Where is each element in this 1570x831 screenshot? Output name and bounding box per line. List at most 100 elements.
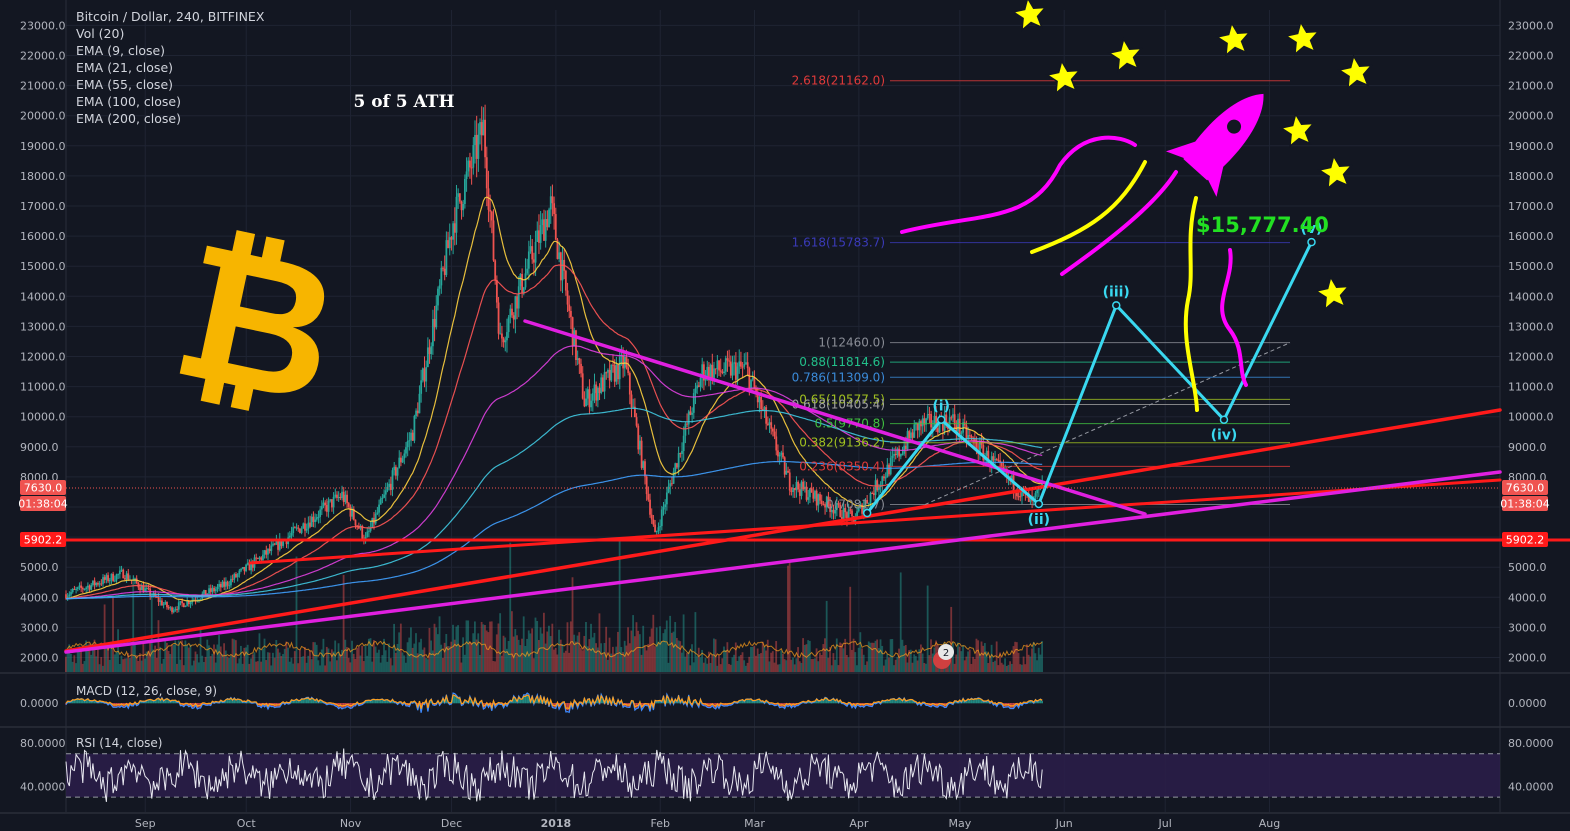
volume-bar bbox=[782, 653, 784, 672]
macd-histogram-bar bbox=[88, 701, 91, 704]
y-tick-label: 20000.0 bbox=[20, 110, 66, 123]
rsi-band-fill bbox=[66, 753, 1500, 798]
candle-body bbox=[768, 422, 771, 425]
indicator-label[interactable]: EMA (9, close) bbox=[76, 43, 166, 58]
candle-body bbox=[187, 600, 190, 605]
volume-bar bbox=[154, 645, 157, 672]
indicator-label[interactable]: EMA (55, close) bbox=[76, 77, 174, 92]
volume-bar bbox=[398, 632, 401, 672]
volume-bar bbox=[686, 653, 688, 672]
indicator-label[interactable]: EMA (200, close) bbox=[76, 111, 181, 126]
candle-body bbox=[876, 480, 879, 491]
candle-body bbox=[590, 400, 593, 408]
volume-bar bbox=[526, 638, 528, 672]
volume-bar bbox=[122, 659, 125, 672]
volume-bar bbox=[546, 631, 549, 672]
volume-bar bbox=[792, 657, 794, 672]
volume-bar bbox=[120, 655, 123, 672]
candle-body bbox=[743, 364, 746, 367]
candle-body bbox=[637, 425, 640, 450]
candle-body bbox=[772, 428, 774, 432]
candle-body bbox=[351, 508, 354, 517]
macd-histogram-bar bbox=[100, 702, 103, 704]
volume-bar bbox=[366, 655, 369, 672]
volume-bar bbox=[999, 652, 1001, 672]
indicator-label[interactable]: EMA (100, close) bbox=[76, 94, 181, 109]
volume-bar bbox=[797, 647, 799, 672]
candle-body bbox=[246, 562, 249, 565]
candle-body bbox=[90, 584, 93, 590]
candle-body bbox=[484, 119, 486, 158]
candle-body bbox=[814, 490, 816, 499]
candle-body bbox=[527, 251, 530, 269]
volume-bar bbox=[76, 648, 79, 672]
candle-body bbox=[566, 290, 569, 305]
volume-bar bbox=[160, 663, 163, 672]
candle-body bbox=[682, 435, 685, 451]
macd-histogram-bar bbox=[980, 700, 983, 704]
volume-bar bbox=[352, 653, 355, 672]
candle-body bbox=[415, 410, 417, 416]
volume-bar bbox=[347, 657, 350, 672]
candle-body bbox=[999, 460, 1002, 463]
candle-body bbox=[208, 588, 210, 594]
candle-body bbox=[665, 492, 668, 505]
candle-body bbox=[127, 573, 130, 580]
candle-body bbox=[687, 411, 690, 425]
volume-bar bbox=[808, 640, 811, 672]
candle-body bbox=[761, 409, 764, 411]
volume-bar bbox=[845, 654, 848, 672]
volume-bar bbox=[100, 657, 103, 672]
candle-body bbox=[209, 588, 212, 592]
rsi-band bbox=[66, 753, 1500, 798]
volume-bar bbox=[776, 664, 779, 672]
candle-body bbox=[745, 362, 747, 365]
candle-body bbox=[453, 223, 456, 233]
candle-body bbox=[516, 296, 518, 309]
alert-flag-icon[interactable]: 2 bbox=[933, 644, 954, 669]
candle-body bbox=[679, 453, 682, 455]
volume-bar bbox=[371, 661, 374, 672]
indicator-label[interactable]: Vol (20) bbox=[76, 26, 125, 41]
indicator-label[interactable]: EMA (21, close) bbox=[76, 60, 174, 75]
candle-body bbox=[650, 514, 653, 520]
volume-bar bbox=[216, 644, 219, 672]
volume-bar bbox=[610, 653, 613, 672]
volume-bar bbox=[266, 652, 269, 672]
candle-body bbox=[886, 464, 889, 478]
volume-bar bbox=[1024, 664, 1027, 672]
macd-histogram-bar bbox=[566, 703, 569, 711]
candle-body bbox=[241, 567, 244, 569]
volume-bar bbox=[1009, 661, 1012, 672]
volume-bar bbox=[229, 655, 232, 672]
volume-bar bbox=[319, 665, 321, 672]
candle-body bbox=[849, 509, 852, 511]
volume-bar bbox=[416, 653, 419, 672]
candle-body bbox=[83, 589, 86, 591]
volume-bar bbox=[1005, 665, 1008, 672]
volume-bar bbox=[167, 651, 170, 672]
candle-body bbox=[204, 590, 207, 596]
volume-bar bbox=[233, 639, 236, 672]
candle-body bbox=[125, 573, 128, 580]
candle-body bbox=[366, 531, 369, 537]
candle-body bbox=[504, 340, 507, 343]
macd-histogram-bar bbox=[172, 701, 175, 704]
macd-histogram-bar bbox=[208, 703, 210, 705]
y-tick-label: 16000.0 bbox=[1508, 230, 1554, 243]
rocket-fin bbox=[1206, 161, 1225, 197]
candle-body bbox=[149, 588, 152, 597]
macd-histogram-bar bbox=[819, 701, 821, 704]
volume-bar bbox=[768, 661, 771, 672]
candle-body bbox=[221, 581, 224, 588]
candle-body bbox=[800, 481, 803, 496]
volume-bar bbox=[536, 620, 539, 672]
ema-line bbox=[66, 460, 1043, 600]
volume-bar bbox=[1007, 664, 1010, 672]
volume-bar bbox=[780, 650, 783, 672]
volume-bar bbox=[1039, 654, 1042, 672]
volume-bar bbox=[342, 574, 345, 672]
candle-body bbox=[245, 564, 247, 572]
fib-level-label: 0.88(11814.6) bbox=[799, 355, 885, 369]
